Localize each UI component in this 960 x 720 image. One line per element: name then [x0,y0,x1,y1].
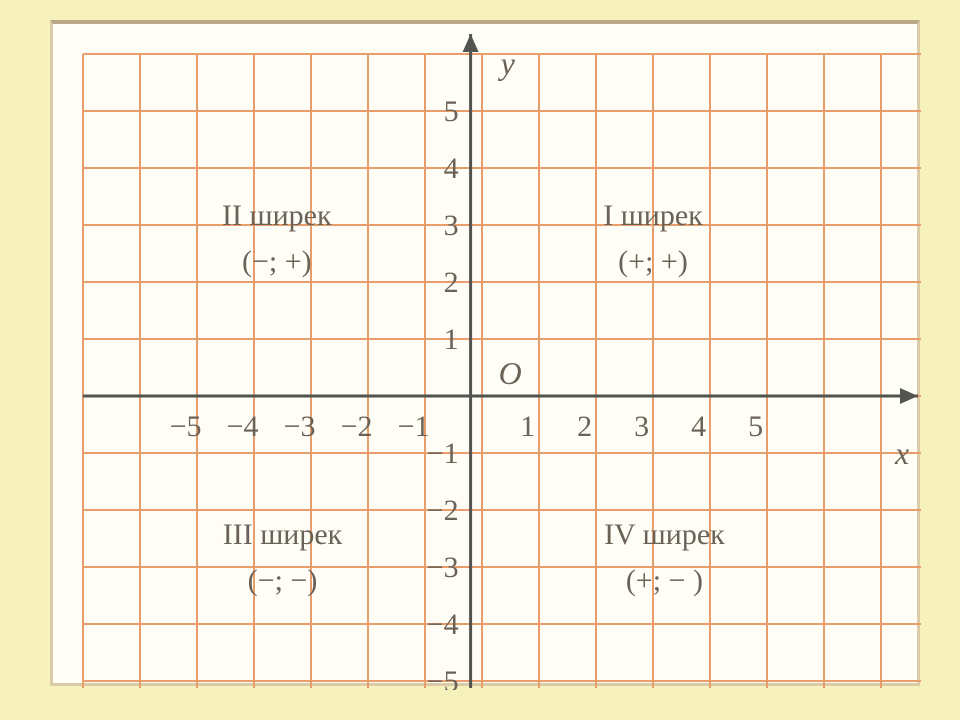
x-tick-label: 5 [748,410,763,443]
y-tick-label: 4 [444,152,459,185]
quadrant-signs: (+; +) [618,245,688,278]
x-tick-label: 3 [634,410,649,443]
quadrant-signs: (−; −) [248,564,318,597]
y-tick-label: 2 [444,266,459,299]
x-tick-label: −3 [284,410,316,443]
chart-panel: −5−4−3−2−112345−5−4−3−2−112345yxOI ширек… [50,20,920,686]
origin-label: O [499,355,522,391]
x-tick-label: 4 [691,410,706,443]
x-tick-label: 2 [577,410,592,443]
coordinate-plane-chart: −5 −4 −3 −2 −1 1 2 3 4 5 −5 −4 −3 −2 −1 1 2 3 4 5 y x O I ширек… [53,24,923,690]
quadrant-label: III ширек [223,518,343,551]
quadrant-signs: (+; − ) [626,564,703,597]
y-tick-label: −5 [427,665,459,690]
y-tick-label: −4 [427,608,459,641]
x-axis-arrow [900,388,918,404]
quadrant-signs: (−; +) [242,245,312,278]
y-axis-label: y [498,45,516,81]
quadrant-label: I ширек [603,199,703,232]
x-axis-label: x [894,435,909,471]
x-tick-label: −1 [398,410,430,443]
y-tick-label: 5 [444,95,459,128]
y-tick-label: −3 [427,551,459,584]
y-axis-arrow [463,34,479,52]
page-background: −5 −4 −3 −2 −1 1 2 3 4 5 −5 −4 −3 −2 −1 1 2 3 4 5 y x O I ширек… [0,0,960,720]
y-tick-label: 1 [444,323,459,356]
quadrant-label: IV ширек [604,518,725,551]
y-tick-label: −2 [427,494,459,527]
x-tick-label: −4 [227,410,259,443]
y-tick-label: −1 [427,437,459,470]
x-tick-label: −2 [341,410,373,443]
y-tick-label: 3 [444,209,459,242]
x-tick-label: 1 [520,410,535,443]
x-tick-label: −5 [170,410,202,443]
quadrant-label: II ширек [222,199,332,232]
